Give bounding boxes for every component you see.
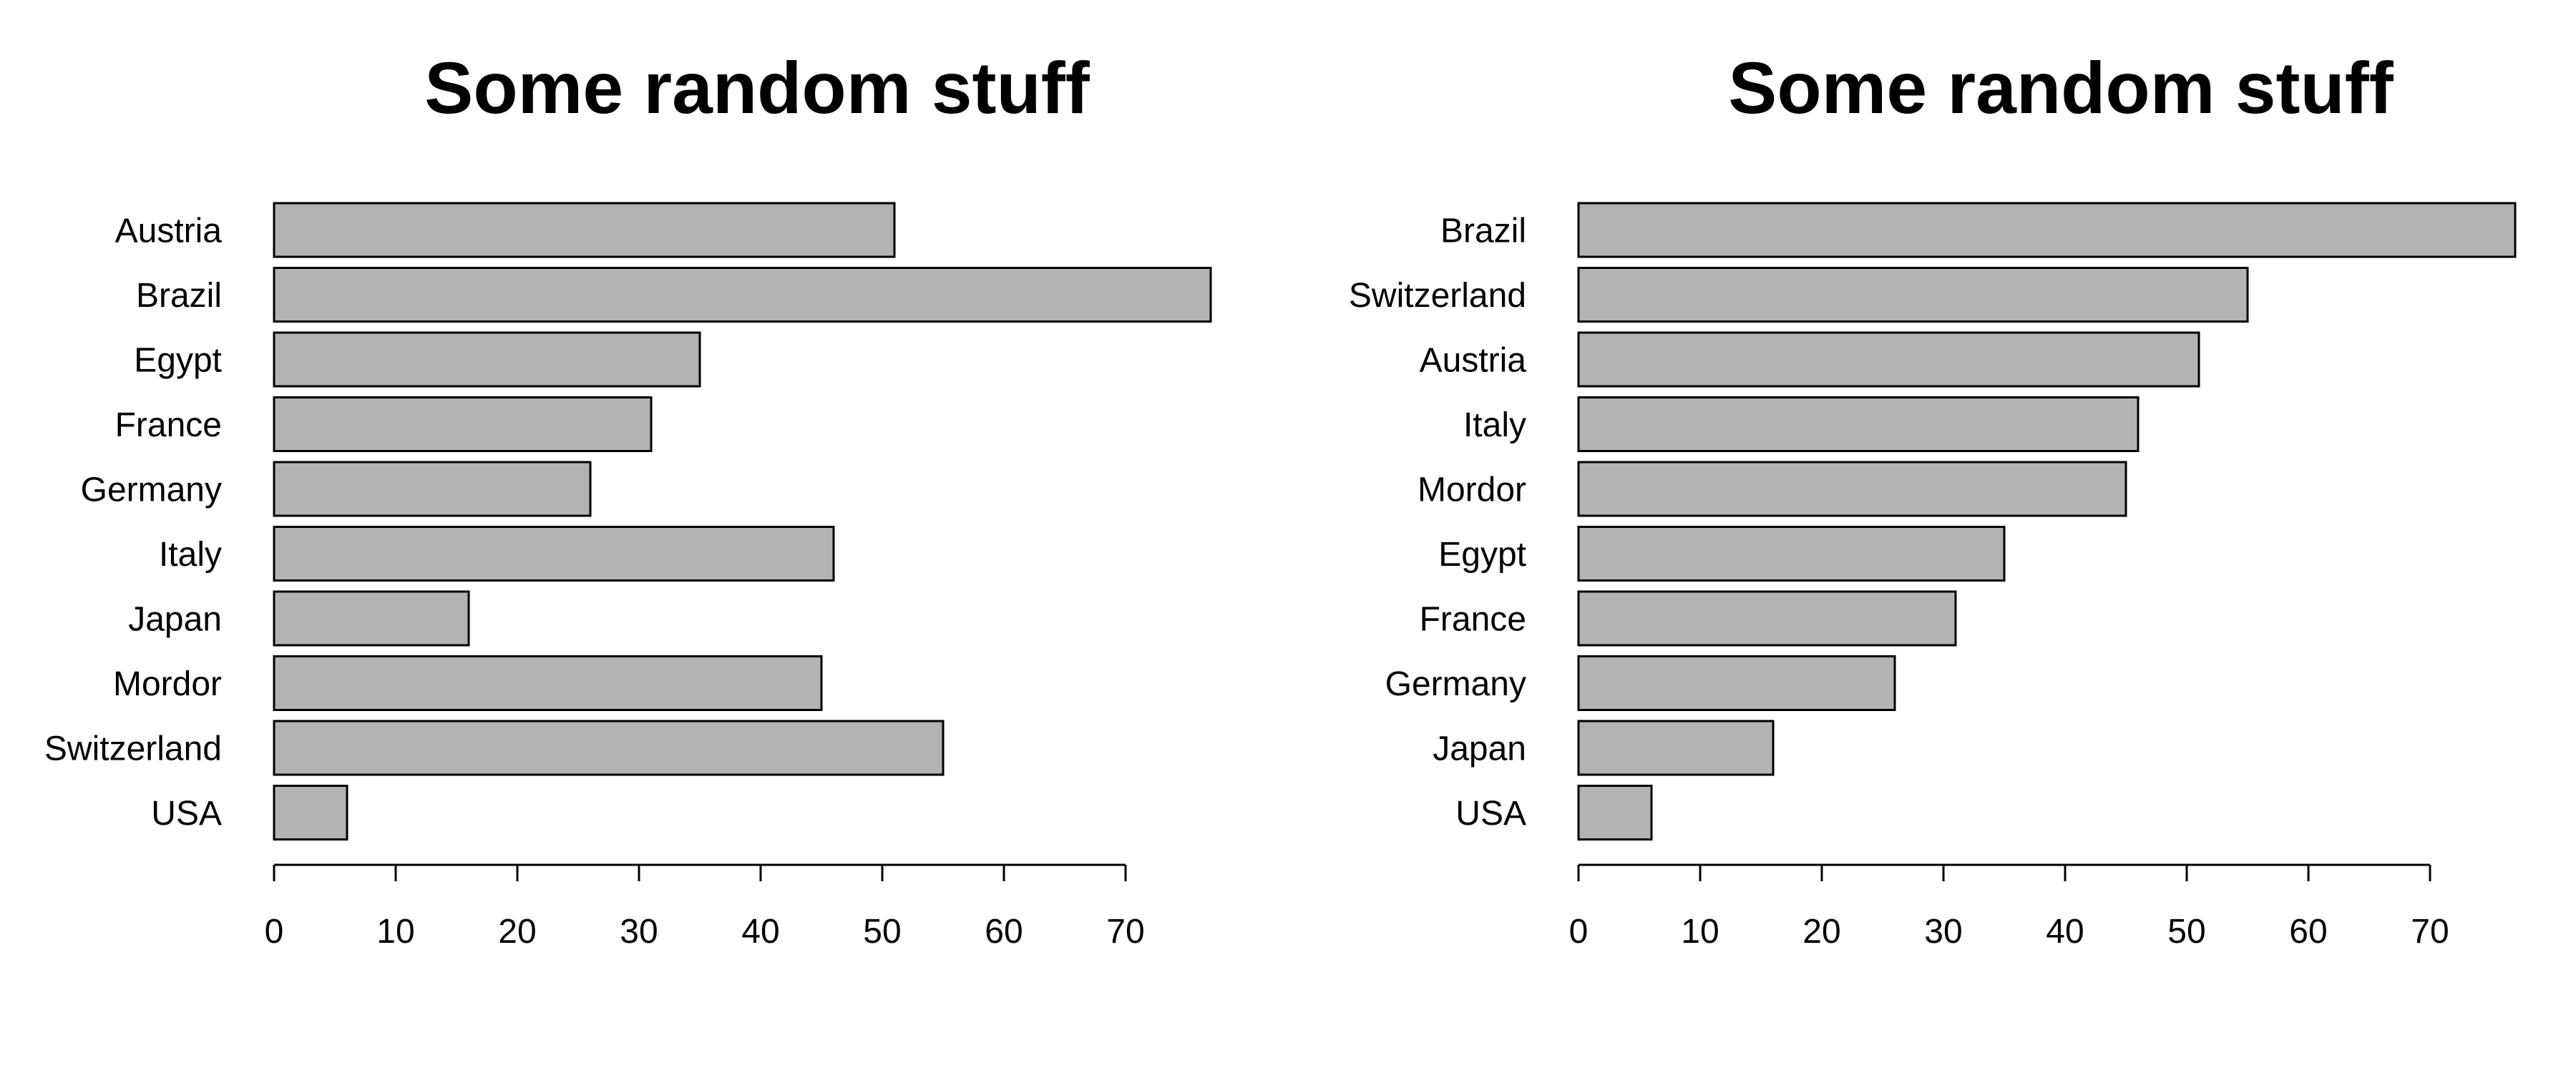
category-label-germany: Germany — [81, 471, 222, 509]
category-label-brazil: Brazil — [1440, 212, 1526, 250]
bar-austria — [1577, 331, 2200, 388]
category-label-mordor: Mordor — [113, 665, 222, 703]
category-label-brazil: Brazil — [136, 277, 222, 315]
bar-germany — [273, 461, 592, 517]
category-label-usa: USA — [151, 795, 222, 833]
bar-usa — [273, 785, 348, 841]
category-label-egypt: Egypt — [134, 342, 222, 380]
x-tick-label: 20 — [498, 913, 536, 951]
category-label-austria: Austria — [115, 212, 223, 250]
category-label-austria: Austria — [1420, 342, 1527, 380]
category-label-france: France — [1420, 601, 1526, 639]
bar-japan — [1577, 720, 1775, 776]
x-tick-label: 0 — [1569, 913, 1589, 951]
chart-title-right: Some random stuff — [1728, 47, 2394, 129]
bar-italy — [1577, 396, 2140, 452]
x-tick-label: 50 — [863, 913, 901, 951]
bar-switzerland — [1577, 267, 2249, 323]
category-label-italy: Italy — [159, 536, 222, 574]
chart-panel-left: Some random stuff Austria Brazil Egypt Fran… — [44, 47, 1212, 951]
x-tick-label: 50 — [2167, 913, 2205, 951]
x-axis-right: 0 10 20 30 40 50 60 70 — [1569, 863, 2449, 951]
bar-italy — [273, 526, 835, 582]
bar-egypt — [273, 331, 701, 388]
category-label-switzerland: Switzerland — [1349, 277, 1526, 315]
chart-title-left: Some random stuff — [424, 47, 1090, 129]
category-label-egypt: Egypt — [1438, 536, 1526, 574]
bar-france — [1577, 590, 1957, 647]
chart-panel-right: Some random stuff Brazil Switzerland Austr… — [1349, 47, 2517, 951]
bar-usa — [1577, 785, 1653, 841]
x-tick-label: 60 — [2289, 913, 2327, 951]
category-label-germany: Germany — [1385, 665, 1526, 703]
bar-mordor — [1577, 461, 2127, 517]
category-label-france: France — [115, 406, 222, 444]
category-label-japan: Japan — [1433, 730, 1526, 768]
bar-brazil — [273, 267, 1212, 323]
x-tick-label: 0 — [265, 913, 284, 951]
x-tick-label: 20 — [1802, 913, 1840, 951]
bar-group-left: Austria Brazil Egypt France Germany Italy Japa… — [44, 202, 1212, 841]
x-tick-label: 10 — [376, 913, 414, 951]
x-tick-label: 10 — [1681, 913, 1719, 951]
bar-group-right: Brazil Switzerland Austria Italy Mordor Egypt… — [1349, 202, 2517, 841]
x-tick-label: 70 — [1106, 913, 1144, 951]
x-tick-label: 30 — [1924, 913, 1962, 951]
x-tick-label: 70 — [2411, 913, 2449, 951]
category-label-mordor: Mordor — [1418, 471, 1526, 509]
x-tick-label: 60 — [985, 913, 1023, 951]
bar-brazil — [1577, 202, 2517, 258]
bar-switzerland — [273, 720, 945, 776]
category-label-italy: Italy — [1463, 406, 1526, 444]
bar-japan — [273, 590, 470, 647]
x-tick-label: 40 — [741, 913, 779, 951]
bar-austria — [273, 202, 896, 258]
category-label-switzerland: Switzerland — [44, 730, 222, 768]
x-tick-label: 40 — [2046, 913, 2084, 951]
x-tick-label: 30 — [620, 913, 658, 951]
category-label-japan: Japan — [128, 601, 222, 639]
x-axis-left: 0 10 20 30 40 50 60 70 — [265, 863, 1145, 951]
bar-mordor — [273, 655, 823, 711]
bar-egypt — [1577, 526, 2006, 582]
bar-france — [273, 396, 653, 452]
bar-germany — [1577, 655, 1896, 711]
category-label-usa: USA — [1455, 795, 1526, 833]
